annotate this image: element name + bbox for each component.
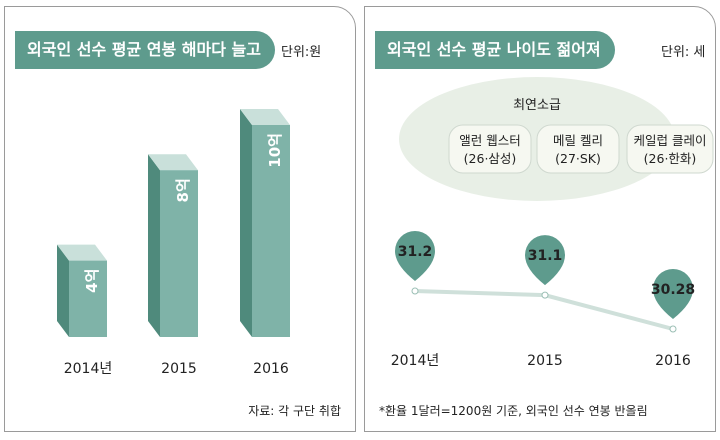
salary-value-label: 4억 — [83, 269, 101, 293]
salary-bar-1: 4억 — [57, 244, 107, 337]
salary-bar-side — [148, 154, 160, 337]
salary-category-label: 2014년 — [64, 361, 113, 377]
salary-bar-front — [160, 170, 198, 337]
salary-bar-front — [252, 125, 290, 337]
player-name: 케일럽 클레이 — [634, 133, 707, 148]
salary-bar-top — [240, 109, 290, 125]
age-panel-title: 외국인 선수 평균 나이도 젊어져 — [375, 31, 615, 69]
player-name: 앨런 웹스터 — [459, 133, 520, 148]
salary-bar-side — [240, 109, 252, 337]
age-marker-pin — [653, 268, 693, 319]
age-category-label: 2016 — [655, 353, 691, 369]
player-card-box — [536, 124, 620, 174]
age-category-label: 2014년 — [391, 353, 440, 369]
player-name: 메릴 켈리 — [553, 133, 603, 148]
salary-bar-front — [69, 260, 107, 337]
player-detail: (27·SK) — [555, 151, 601, 166]
salary-panel-title: 외국인 선수 평균 연봉 해마다 늘고 — [15, 31, 275, 69]
salary-bar-top — [148, 154, 198, 171]
age-point-3: 30.28 — [651, 268, 695, 333]
age-marker-pin — [525, 235, 565, 286]
age-marker-pin — [395, 231, 435, 281]
age-value-label: 31.1 — [528, 248, 563, 264]
youngest-label: 최연소급 — [513, 98, 561, 113]
player-card-box — [626, 124, 714, 174]
age-point-2: 31.1 — [525, 235, 565, 299]
salary-bar-side — [57, 244, 69, 337]
age-point-dot — [411, 287, 419, 295]
salary-bar-chart: 4억 2014년 8억 2015 10억 2016 — [57, 109, 290, 377]
age-point-dot — [541, 291, 549, 299]
age-value-label: 30.28 — [651, 282, 695, 298]
player-card-3: 케일럽 클레이 (26·한화) — [626, 124, 714, 174]
player-card-1: 앨런 웹스터 (26·삼성) — [448, 124, 532, 174]
salary-unit-label: 단위:원 — [281, 45, 322, 60]
salary-value-label: 8억 — [174, 178, 192, 202]
age-line-chart: 31.2 2014년 31.1 2015 30.28 2016 — [391, 231, 695, 369]
salary-panel: 외국인 선수 평균 연봉 해마다 늘고 단위:원 4억 2014년 8억 2015 10… — [4, 6, 356, 432]
salary-bar-3: 10억 — [240, 109, 290, 337]
salary-bar-top — [57, 244, 107, 261]
player-detail: (26·한화) — [644, 151, 697, 166]
exchange-rate-footnote: *환율 1달러=1200원 기준, 외국인 선수 연봉 반올림 — [379, 404, 648, 418]
age-point-dot — [669, 325, 677, 333]
salary-source-note: 자료: 각 구단 취합 — [248, 404, 341, 418]
player-card-2: 메릴 켈리 (27·SK) — [536, 124, 620, 174]
salary-category-label: 2015 — [161, 361, 197, 377]
salary-value-label: 10억 — [266, 133, 284, 168]
age-point-1: 31.2 — [395, 231, 435, 295]
age-category-label: 2015 — [527, 353, 563, 369]
player-detail: (26·삼성) — [464, 151, 517, 166]
age-unit-label: 단위: 세 — [661, 45, 706, 60]
age-value-label: 31.2 — [398, 244, 433, 260]
player-card-box — [448, 124, 532, 174]
salary-bar-2: 8억 — [148, 154, 198, 337]
salary-category-label: 2016 — [253, 361, 289, 377]
